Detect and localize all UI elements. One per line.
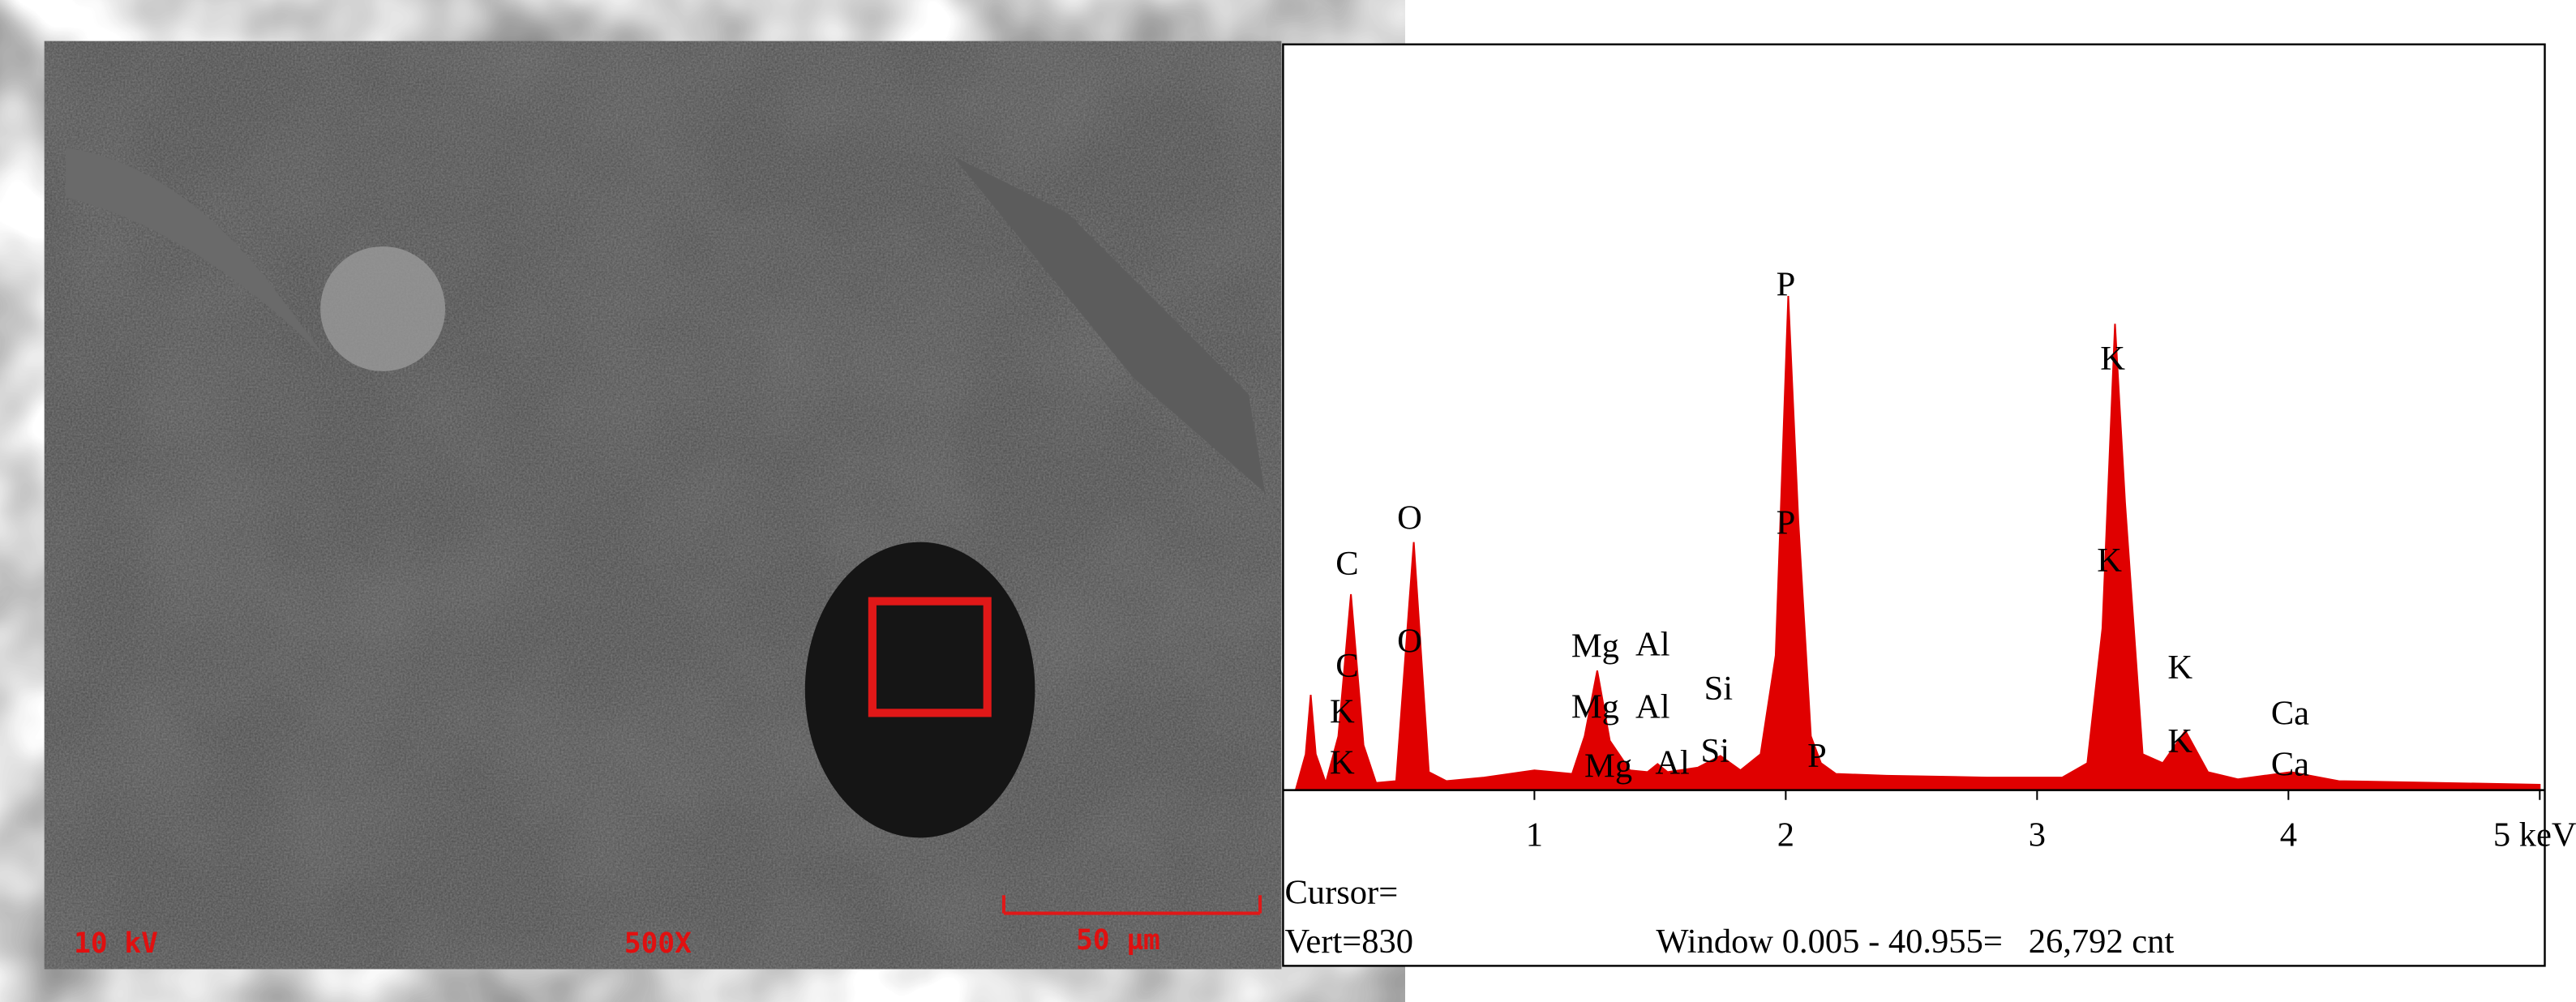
- peak-label: Si: [1701, 732, 1729, 770]
- x-tick-label: 2: [1777, 816, 1794, 854]
- x-tick-label: 4: [2280, 816, 2297, 854]
- scale-label: 50 µm: [1076, 924, 1160, 957]
- peak-label: O: [1397, 622, 1422, 660]
- vert: Vert=830: [1284, 923, 1413, 961]
- x-tick-label: 5 keV: [2493, 816, 2576, 854]
- peak-label: O: [1397, 499, 1422, 537]
- peak-label: P: [1807, 737, 1827, 775]
- peak-label: Mg: [1571, 687, 1619, 726]
- peak-label: K: [2167, 722, 2192, 760]
- magnification: 500X: [624, 927, 692, 960]
- spectrum-area: [1294, 296, 2541, 791]
- peak-label: P: [1777, 504, 1796, 542]
- peak-label: K: [2167, 649, 2192, 687]
- cursor: Cursor=: [1284, 873, 1398, 911]
- peak-label: Al: [1655, 743, 1690, 781]
- peak-label: K: [1330, 693, 1355, 731]
- spectrum-frame: [1282, 43, 2546, 967]
- peak-label: Si: [1704, 670, 1733, 708]
- scale-bar: [1001, 895, 1262, 915]
- peak-label: C: [1335, 647, 1358, 685]
- peak-label: Mg: [1571, 627, 1619, 665]
- peak-label: Ca: [2271, 695, 2309, 733]
- peak-label: Ca: [2271, 745, 2309, 783]
- peak-label: Al: [1635, 625, 1670, 663]
- x-tick-label: 3: [2029, 816, 2046, 854]
- peak-label: C: [1335, 545, 1358, 583]
- x-tick-label: 1: [1526, 816, 1543, 854]
- selection-box: [868, 597, 992, 717]
- peak-label: K: [2097, 542, 2122, 580]
- voltage: 10 kV: [74, 927, 158, 960]
- window: Window 0.005 - 40.955= 26,792 cnt: [1656, 923, 2174, 961]
- sem-image: 10 kV 500X 50 µm: [44, 41, 1282, 970]
- peak-label: Mg: [1584, 747, 1632, 785]
- peak-label: Al: [1635, 687, 1670, 726]
- peak-label: K: [2100, 340, 2125, 378]
- peak-label: K: [1330, 743, 1355, 781]
- peak-label: P: [1777, 266, 1796, 304]
